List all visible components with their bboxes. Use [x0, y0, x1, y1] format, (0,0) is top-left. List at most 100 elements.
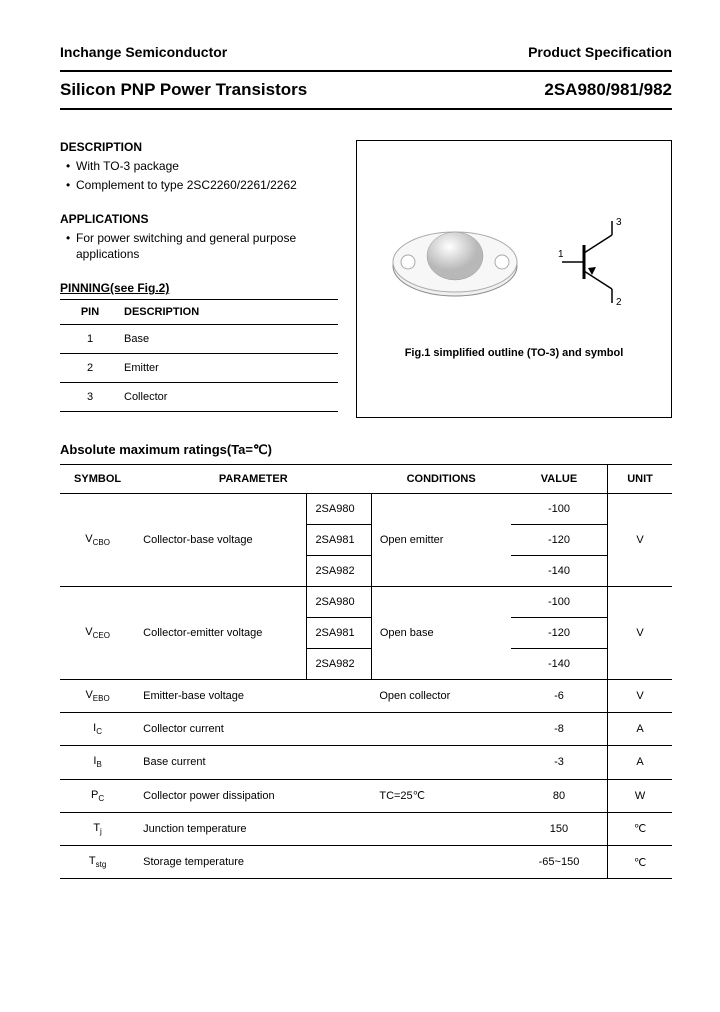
figure-caption: Fig.1 simplified outline (TO-3) and symb…	[365, 347, 663, 359]
unit-cell: A	[608, 746, 672, 779]
val-cell: 150	[511, 812, 608, 845]
part-number: 2SA980/981/982	[544, 80, 672, 100]
param-cell: Collector-base voltage	[135, 494, 307, 587]
val-cell: 80	[511, 779, 608, 812]
col-conditions: CONDITIONS	[371, 465, 511, 494]
col-unit: UNIT	[608, 465, 672, 494]
desc-text: With TO-3 package	[76, 158, 179, 175]
type-cell: 2SA981	[307, 525, 371, 556]
desc-cell: Collector	[120, 383, 338, 412]
param-cell: Collector power dissipation	[135, 779, 371, 812]
sym-cell: Tj	[60, 812, 135, 845]
desc-heading: DESCRIPTION	[60, 140, 338, 154]
cond-cell	[371, 746, 511, 779]
ratings-heading: Absolute maximum ratings(Ta=℃)	[60, 442, 672, 458]
cond-cell: Open collector	[371, 680, 511, 713]
title-bar: Silicon PNP Power Transistors 2SA980/981…	[60, 70, 672, 110]
type-cell: 2SA982	[307, 556, 371, 587]
pinning-table: PIN DESCRIPTION 1 Base 2 Emitter 3 Colle…	[60, 299, 338, 412]
unit-cell: V	[608, 494, 672, 587]
transistor-symbol-icon: 1 3 2	[558, 217, 638, 307]
val-cell: -120	[511, 525, 608, 556]
param-cell: Collector-emitter voltage	[135, 587, 307, 680]
param-cell: Collector current	[135, 713, 371, 746]
table-row: 3 Collector	[60, 383, 338, 412]
pin1-label: 1	[558, 249, 564, 260]
type-cell: 2SA982	[307, 649, 371, 680]
val-cell: -6	[511, 680, 608, 713]
col-value: VALUE	[511, 465, 608, 494]
desc-col-head: DESCRIPTION	[120, 300, 338, 325]
cond-cell	[371, 713, 511, 746]
cond-cell	[371, 812, 511, 845]
val-cell: -100	[511, 587, 608, 618]
val-cell: -100	[511, 494, 608, 525]
table-row: IC Collector current -8 A	[60, 713, 672, 746]
list-item: •For power switching and general purpose…	[66, 230, 338, 264]
sym-cell: IB	[60, 746, 135, 779]
unit-cell: V	[608, 587, 672, 680]
page-header: Inchange Semiconductor Product Specifica…	[60, 44, 672, 60]
ratings-table: SYMBOL PARAMETER CONDITIONS VALUE UNIT V…	[60, 464, 672, 879]
list-item: •With TO-3 package	[66, 158, 338, 175]
unit-cell: ℃	[608, 812, 672, 845]
param-cell: Emitter-base voltage	[135, 680, 371, 713]
type-cell: 2SA980	[307, 587, 371, 618]
val-cell: -140	[511, 556, 608, 587]
product-spec-label: Product Specification	[528, 44, 672, 60]
pin-cell: 1	[60, 325, 120, 354]
apps-heading: APPLICATIONS	[60, 212, 338, 226]
desc-text: Complement to type 2SC2260/2261/2262	[76, 177, 297, 194]
unit-cell: V	[608, 680, 672, 713]
sym-cell: IC	[60, 713, 135, 746]
pin-cell: 3	[60, 383, 120, 412]
val-cell: -3	[511, 746, 608, 779]
company-label: Inchange Semiconductor	[60, 44, 227, 60]
type-cell: 2SA981	[307, 618, 371, 649]
sym-cell: Tstg	[60, 845, 135, 878]
pin2-label: 2	[616, 297, 622, 307]
type-cell: 2SA980	[307, 494, 371, 525]
apps-text: For power switching and general purpose …	[76, 230, 338, 264]
sym-cell: VEBO	[60, 680, 135, 713]
val-cell: -8	[511, 713, 608, 746]
unit-cell: ℃	[608, 845, 672, 878]
cond-cell: TC=25℃	[371, 779, 511, 812]
param-cell: Junction temperature	[135, 812, 371, 845]
table-row: Tstg Storage temperature -65~150 ℃	[60, 845, 672, 878]
unit-cell: W	[608, 779, 672, 812]
table-header-row: SYMBOL PARAMETER CONDITIONS VALUE UNIT	[60, 465, 672, 494]
table-row: 1 Base	[60, 325, 338, 354]
table-row: PC Collector power dissipation TC=25℃ 80…	[60, 779, 672, 812]
unit-cell: A	[608, 713, 672, 746]
param-cell: Storage temperature	[135, 845, 371, 878]
sym-cell: VCBO	[60, 494, 135, 587]
cond-cell	[371, 845, 511, 878]
to3-package-icon	[390, 222, 520, 302]
col-parameter: PARAMETER	[135, 465, 371, 494]
val-cell: -140	[511, 649, 608, 680]
table-row: VCEO Collector-emitter voltage 2SA980 Op…	[60, 587, 672, 618]
desc-list: •With TO-3 package •Complement to type 2…	[66, 158, 338, 194]
val-cell: -120	[511, 618, 608, 649]
table-row: VCBO Collector-base voltage 2SA980 Open …	[60, 494, 672, 525]
pin-cell: 2	[60, 354, 120, 383]
figure-box: 1 3 2 Fig.1 simplified outline (TO-3) an…	[356, 140, 672, 418]
pin-col-head: PIN	[60, 300, 120, 325]
page-title: Silicon PNP Power Transistors	[60, 80, 307, 100]
desc-cell: Base	[120, 325, 338, 354]
sym-cell: VCEO	[60, 587, 135, 680]
pinning-heading: PINNING(see Fig.2)	[60, 281, 338, 295]
table-row: IB Base current -3 A	[60, 746, 672, 779]
val-cell: -65~150	[511, 845, 608, 878]
col-symbol: SYMBOL	[60, 465, 135, 494]
cond-cell: Open base	[371, 587, 511, 680]
param-cell: Base current	[135, 746, 371, 779]
apps-list: •For power switching and general purpose…	[66, 230, 338, 264]
list-item: •Complement to type 2SC2260/2261/2262	[66, 177, 338, 194]
cond-cell: Open emitter	[371, 494, 511, 587]
table-row: VEBO Emitter-base voltage Open collector…	[60, 680, 672, 713]
sym-cell: PC	[60, 779, 135, 812]
desc-cell: Emitter	[120, 354, 338, 383]
pin3-label: 3	[616, 217, 622, 228]
